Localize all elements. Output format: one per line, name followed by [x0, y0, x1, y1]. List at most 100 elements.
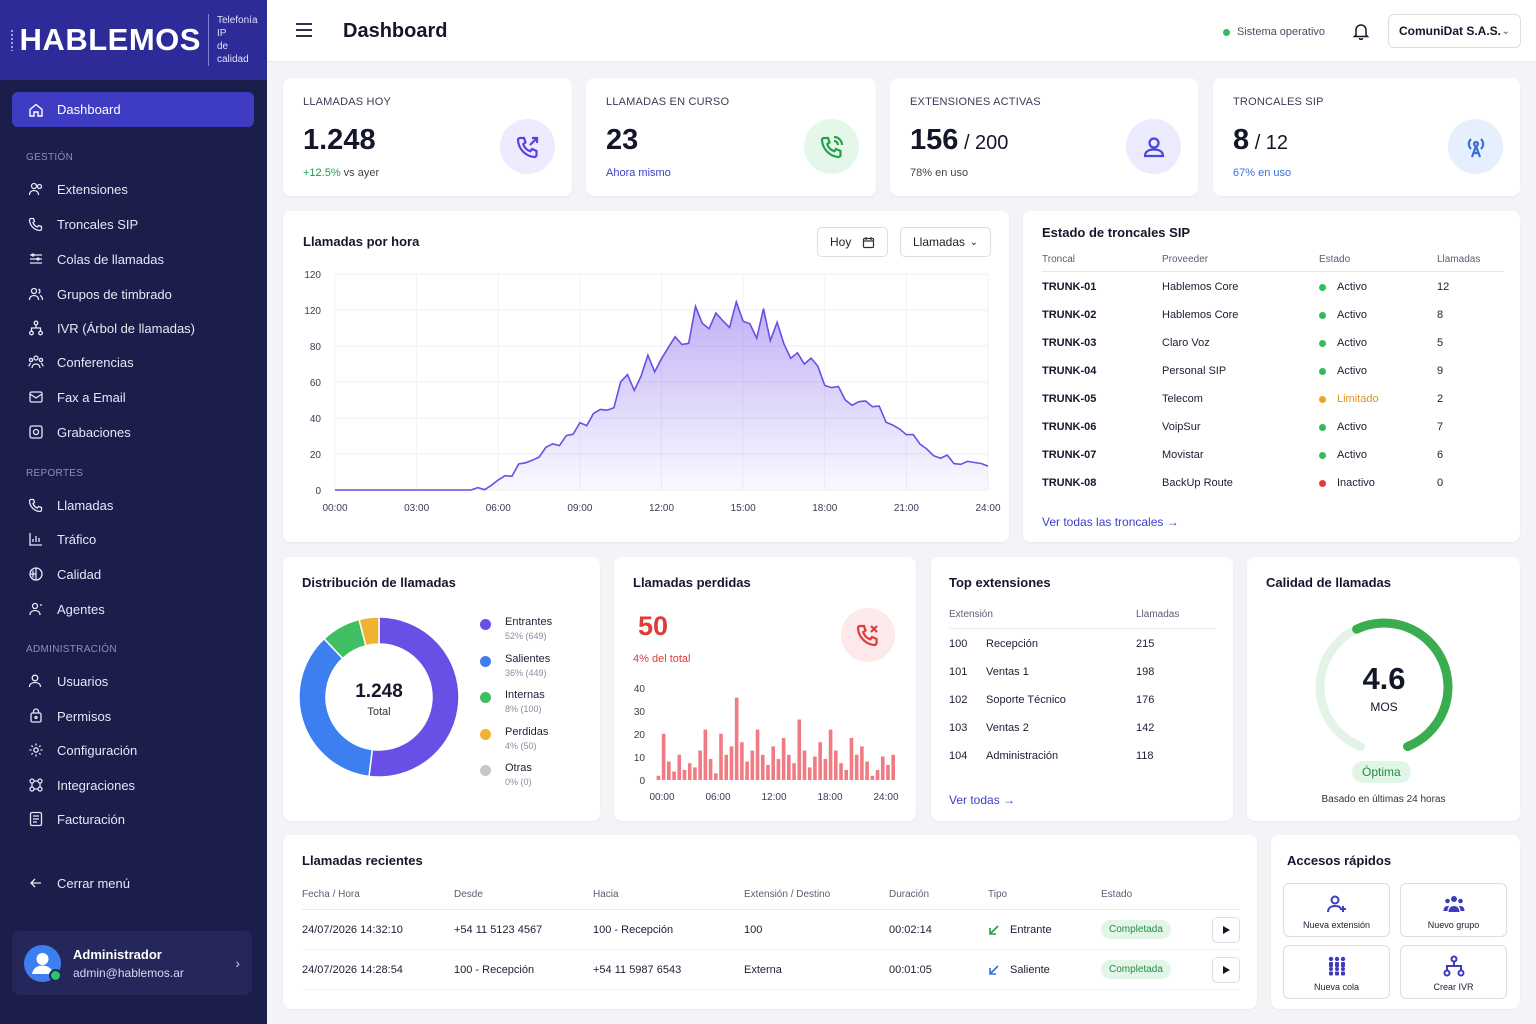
sidebar-item-ivr[interactable]: IVR (Árbol de llamadas) [28, 318, 195, 338]
sidebar-item-grupos[interactable]: Grupos de timbrado [28, 284, 172, 304]
missed-bar [813, 756, 817, 780]
sidebar-item-colas[interactable]: Colas de llamadas [28, 249, 164, 269]
bell-icon[interactable] [1352, 22, 1370, 40]
legend-label: Entrantes [505, 616, 553, 628]
trunk-name: TRUNK-08 [1042, 477, 1097, 489]
sidebar-item-usuarios[interactable]: Usuarios [28, 671, 108, 691]
missed-bar [880, 756, 885, 780]
y-tick-label: 30 [634, 707, 646, 718]
play-button[interactable] [1212, 917, 1240, 943]
missed-bar [891, 754, 895, 780]
quality-unit: MOS [1370, 700, 1398, 714]
missed-bar [771, 746, 775, 780]
cell-to: +54 11 5987 6543 [593, 964, 682, 976]
kpi-label: EXTENSIONES ACTIVAS [910, 96, 1041, 108]
extension-number: 103 [949, 722, 968, 734]
quick-item-label: Nuevo grupo [1427, 920, 1480, 930]
sidebar-item-conferencias[interactable]: Conferencias [28, 352, 134, 372]
sidebar-item-label: Conferencias [57, 354, 134, 370]
kpi-sub: Ahora mismo [606, 167, 671, 179]
hourly-area-fill [335, 301, 988, 490]
sidebar-item-dashboard[interactable]: Dashboard [12, 92, 254, 127]
brand-tagline-line2: de calidad [216, 41, 249, 65]
donut-slice-salientes[interactable] [298, 637, 374, 778]
date-filter-button[interactable]: Hoy [817, 227, 888, 257]
trunk-calls: 8 [1437, 309, 1444, 321]
record-icon [29, 425, 43, 439]
user-card[interactable]: Administrador admin@hablemos.ar › [12, 931, 252, 995]
missed-bar [656, 775, 661, 780]
col-header: Fecha / Hora [302, 889, 360, 900]
view-all-extensions-link[interactable]: Ver todas → [949, 793, 1016, 807]
bar-chart-icon [29, 533, 42, 546]
legend-label: Internas [505, 689, 545, 701]
x-tick-label: 00:00 [322, 503, 347, 514]
view-all-trunks-link[interactable]: Ver todas las troncales → [1042, 515, 1179, 529]
cell-from: +54 11 5123 4567 [454, 924, 543, 936]
donut-slice-perdidas[interactable] [358, 616, 380, 647]
sidebar-item-label: Configuración [57, 742, 138, 758]
play-button[interactable] [1212, 957, 1240, 983]
extension-calls: 142 [1136, 722, 1155, 734]
user-avatar-icon [32, 952, 53, 974]
missed-bar [802, 750, 807, 780]
kpi-sub-text: vs ayer [340, 167, 380, 179]
kpi-icon-wrap [1448, 119, 1503, 174]
x-tick-label: 24:00 [975, 503, 1000, 514]
organization-selector[interactable]: ComuniDat S.A.S. ⌄ [1388, 14, 1521, 48]
sidebar-item-trafico[interactable]: Tráfico [28, 529, 96, 549]
brand-header: HABLEMOS Telefonía IP de calidad [0, 0, 267, 80]
legend-label: Perdidas [505, 725, 549, 738]
type-filter-select[interactable]: Llamadas ⌄ [900, 227, 991, 257]
sidebar-item-calidad[interactable]: Calidad [28, 564, 101, 584]
sidebar-item-integraciones[interactable]: Integraciones [28, 775, 135, 795]
quick-create-ivr-button[interactable]: Crear IVR [1400, 945, 1507, 999]
user-email: admin@hablemos.ar [73, 965, 184, 980]
missed-bar [854, 754, 859, 780]
trunk-name: TRUNK-07 [1042, 449, 1097, 461]
sidebar-item-llamadas[interactable]: Llamadas [28, 495, 113, 515]
y-tick-label: 120 [304, 270, 321, 281]
sidebar-item-troncales-sip[interactable]: Troncales SIP [28, 214, 138, 234]
conference-icon [28, 355, 44, 369]
kpi-value-number: 156 [910, 124, 959, 156]
hamburger-menu-icon[interactable] [295, 22, 313, 38]
x-tick-label: 15:00 [731, 503, 756, 514]
trunk-status-badge: Activo [1319, 337, 1367, 349]
trunk-status-label: Inactivo [1337, 477, 1375, 489]
missed-bar [807, 767, 812, 780]
group-icon [1443, 896, 1465, 912]
sidebar-item-configuracion[interactable]: Configuración [28, 740, 137, 760]
quick-new-extension-button[interactable]: Nueva extensión [1283, 883, 1390, 937]
trunk-name: TRUNK-04 [1042, 365, 1097, 377]
cell-duration: 00:01:05 [889, 964, 932, 976]
kpi-value-suffix: / 200 [958, 132, 1009, 154]
missed-bar [818, 742, 822, 780]
quality-title: Calidad de llamadas [1266, 575, 1391, 590]
sidebar-item-facturacion[interactable]: Facturación [28, 809, 125, 829]
cell-from: 100 - Recepción [454, 964, 535, 976]
sidebar-item-fax-email[interactable]: Fax a Email [28, 387, 126, 407]
brand-logo[interactable]: HABLEMOS [19, 22, 201, 57]
missed-bar [886, 764, 890, 780]
kpi-label: TRONCALES SIP [1233, 96, 1324, 108]
close-menu-button[interactable]: Cerrar menú [28, 873, 130, 893]
quick-new-group-button[interactable]: Nuevo grupo [1400, 883, 1507, 937]
trunk-status-badge: Inactivo [1319, 477, 1375, 489]
missed-value: 50 [638, 611, 669, 641]
kpi-icon-wrap [804, 119, 859, 174]
missed-bar [766, 764, 770, 780]
sidebar-item-agentes[interactable]: Agentes [28, 599, 105, 619]
sidebar-item-permisos[interactable]: Permisos [28, 706, 111, 726]
chevron-down-icon: ⌄ [1501, 25, 1510, 37]
donut-slice-entrantes[interactable] [368, 616, 460, 778]
hourly-area-chart: 120 120 80 60 40 20 0 00:00 03:00 06:00 09:00 12:0… [304, 270, 1001, 514]
quick-new-queue-button[interactable]: Nueva cola [1283, 945, 1390, 999]
sidebar-item-extensiones[interactable]: Extensiones [28, 179, 128, 199]
quality-badge: Óptima [1352, 761, 1411, 783]
trunk-status-badge: Activo [1319, 365, 1367, 377]
missed-icon-wrap [841, 608, 895, 662]
sidebar-item-grabaciones[interactable]: Grabaciones [28, 422, 131, 442]
quality-gauge [1315, 618, 1453, 752]
quick-item-label: Nueva cola [1313, 982, 1360, 992]
